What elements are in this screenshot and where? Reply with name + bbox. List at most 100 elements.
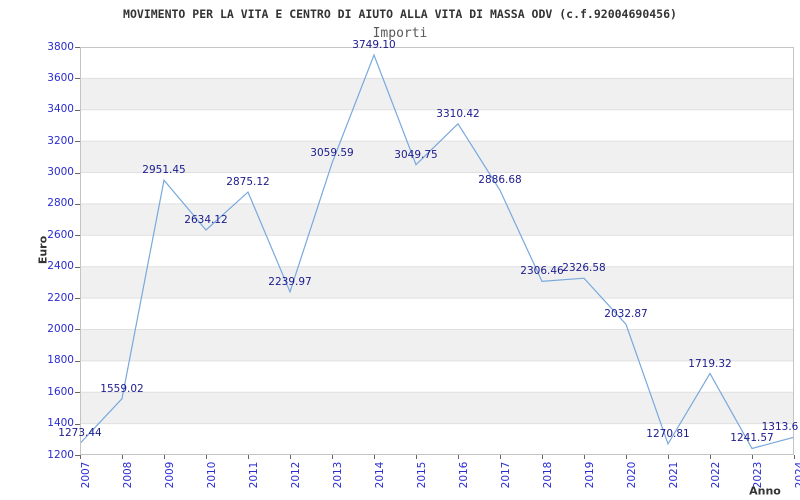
data-point-label: 3310.42 <box>436 107 480 120</box>
background-band <box>80 360 794 393</box>
y-tick-label: 2800 <box>47 197 74 210</box>
line-series <box>79 53 795 450</box>
background-band <box>80 298 794 330</box>
y-tick-label: 2200 <box>47 291 74 304</box>
data-point-label: 1559.02 <box>100 382 144 395</box>
y-tick-label: 2000 <box>47 322 74 335</box>
y-tick-mark <box>75 329 80 331</box>
x-tick-label: 2013 <box>332 461 344 489</box>
y-tick-label: 3600 <box>47 71 74 84</box>
x-tick-mark <box>500 455 501 459</box>
y-tick-label: 3800 <box>47 40 74 53</box>
x-tick-mark <box>80 455 81 459</box>
data-point-label: 2032.87 <box>604 308 648 321</box>
y-tick-mark <box>75 298 80 300</box>
y-tick-mark <box>75 47 80 48</box>
y-axis-title: Euro <box>36 235 50 265</box>
y-tick-label: 3000 <box>47 166 74 179</box>
x-tick-mark <box>206 455 207 459</box>
y-tick-label: 1200 <box>47 448 74 461</box>
data-point-label: 3749.10 <box>352 38 396 51</box>
y-tick-label: 2400 <box>47 260 74 273</box>
x-axis-title: Anno <box>749 484 781 498</box>
x-tick-mark <box>290 455 291 459</box>
data-point-label: 2326.58 <box>562 262 606 275</box>
x-tick-mark <box>248 455 249 459</box>
x-tick-label: 2018 <box>542 461 554 489</box>
background-band <box>80 266 794 299</box>
x-tick-mark <box>458 455 459 459</box>
background-band <box>80 78 794 110</box>
x-tick-label: 2007 <box>80 461 92 489</box>
chart-title: MOVIMENTO PER LA VITA E CENTRO DI AIUTO … <box>123 7 677 21</box>
x-tick-label: 2015 <box>416 461 428 489</box>
y-tick-mark <box>75 360 80 362</box>
y-tick-mark <box>75 266 80 268</box>
x-tick-label: 2008 <box>122 461 134 489</box>
y-tick-label: 3200 <box>47 134 74 147</box>
x-tick-mark <box>164 455 165 459</box>
x-tick-label: 2011 <box>248 461 260 489</box>
x-tick-mark <box>542 455 543 459</box>
x-tick-label: 2010 <box>206 461 218 489</box>
background-band <box>80 109 794 142</box>
y-tick-mark <box>75 172 80 174</box>
x-tick-mark <box>752 455 753 459</box>
x-tick-label: 2022 <box>710 461 722 489</box>
plot-border <box>80 47 794 455</box>
x-tick-label: 2020 <box>626 461 638 489</box>
y-tick-mark <box>75 203 80 205</box>
plot-area <box>79 47 795 455</box>
data-point-label: 1270.81 <box>646 427 690 440</box>
x-tick-label: 2009 <box>164 461 176 489</box>
x-tick-mark <box>626 455 627 459</box>
chart-subtitle: Importi <box>372 26 428 41</box>
y-tick-mark <box>75 78 80 80</box>
data-point-label: 1313.6 <box>761 421 799 434</box>
data-point-label: 1273.44 <box>58 427 102 440</box>
data-point-label: 2886.68 <box>478 174 522 187</box>
y-tick-mark <box>75 392 80 394</box>
x-tick-label: 2016 <box>458 461 470 489</box>
x-tick-mark <box>374 455 375 459</box>
background-band <box>80 47 794 79</box>
x-tick-mark <box>416 455 417 459</box>
data-point-label: 2951.45 <box>142 164 186 177</box>
data-point-label: 3049.75 <box>394 148 438 161</box>
plot-canvas <box>79 47 795 455</box>
data-point-label: 1719.32 <box>688 357 732 370</box>
x-tick-label: 2019 <box>584 461 596 489</box>
background-band <box>80 235 794 267</box>
y-tick-mark <box>75 141 80 143</box>
x-tick-mark <box>794 455 795 459</box>
x-tick-label: 2024 <box>794 461 800 489</box>
x-tick-mark <box>584 455 585 459</box>
background-band <box>80 203 794 236</box>
data-point-label: 2306.46 <box>520 265 564 278</box>
background-band <box>80 329 794 361</box>
data-point-label: 2875.12 <box>226 176 270 189</box>
background-band <box>80 392 794 424</box>
data-point-label: 1241.57 <box>730 432 774 445</box>
y-tick-mark <box>75 235 80 237</box>
y-tick-label: 1800 <box>47 354 74 367</box>
x-tick-mark <box>668 455 669 459</box>
y-tick-label: 1600 <box>47 385 74 398</box>
data-point-label: 3059.59 <box>310 147 354 160</box>
y-tick-label: 3400 <box>47 103 74 116</box>
x-tick-label: 2017 <box>500 461 512 489</box>
y-tick-label: 1400 <box>47 417 74 430</box>
y-tick-mark <box>75 423 80 425</box>
background-band <box>80 172 794 204</box>
data-point-label: 2634.12 <box>184 213 228 226</box>
x-tick-label: 2012 <box>290 461 302 489</box>
y-tick-mark <box>75 455 80 456</box>
x-tick-mark <box>710 455 711 459</box>
x-tick-label: 2021 <box>668 461 680 489</box>
y-tick-label: 2600 <box>47 228 74 241</box>
x-tick-label: 2014 <box>374 461 386 489</box>
y-tick-mark <box>75 109 80 111</box>
data-point-label: 2239.97 <box>268 275 312 288</box>
background-band <box>80 423 794 455</box>
